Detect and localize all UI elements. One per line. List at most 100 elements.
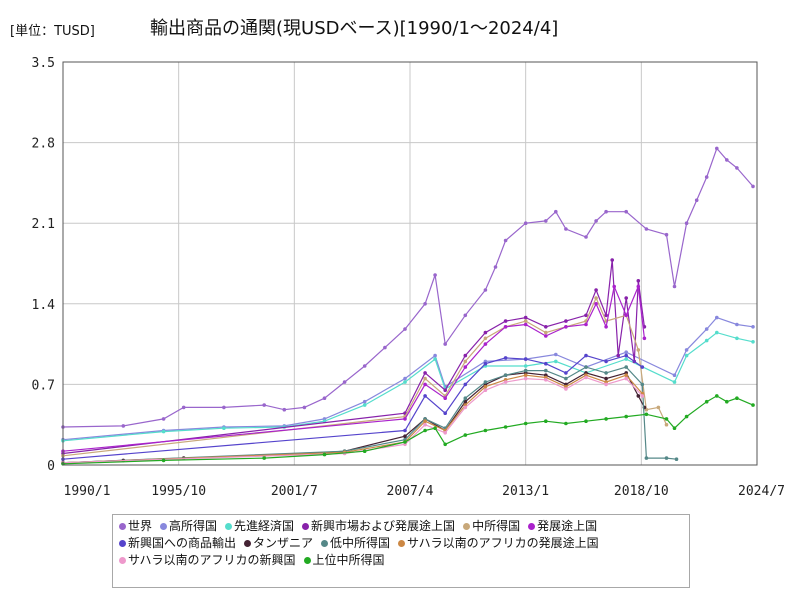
legend-item: サハラ以南のアフリカの新興国	[119, 552, 296, 569]
data-point	[684, 348, 689, 352]
data-point	[604, 376, 608, 381]
data-point	[443, 442, 448, 447]
data-point	[483, 330, 488, 335]
y-tick-label: 2.8	[32, 137, 55, 152]
data-point	[423, 371, 427, 375]
data-point	[715, 330, 719, 335]
data-point	[594, 296, 598, 300]
grid-lines	[63, 62, 757, 465]
legend-label: 中所得国	[472, 519, 521, 533]
series-line	[62, 354, 643, 460]
data-point	[594, 219, 598, 223]
data-point	[403, 434, 407, 439]
data-point	[503, 325, 508, 329]
legend-label: 世界	[128, 519, 153, 533]
legend-item: 新興市場および発展途上国	[302, 518, 455, 535]
data-point	[604, 209, 608, 214]
legend-label: 低中所得国	[330, 536, 391, 550]
x-tick-label: 2013/1	[502, 484, 549, 499]
data-point	[503, 238, 508, 243]
data-point	[644, 456, 649, 460]
x-tick-label: 2018/10	[614, 484, 669, 499]
data-point	[664, 456, 669, 460]
data-point	[584, 353, 588, 358]
x-tick-label: 2001/7	[271, 484, 318, 499]
data-point	[443, 388, 448, 393]
y-tick-label: 0	[47, 459, 55, 474]
data-point	[751, 325, 755, 329]
data-point	[161, 429, 166, 434]
data-point	[674, 457, 679, 462]
data-point	[610, 258, 614, 262]
data-point	[523, 221, 528, 225]
data-point	[433, 273, 437, 277]
data-point	[544, 330, 548, 335]
data-point	[751, 184, 755, 189]
data-point	[523, 322, 528, 327]
data-point	[624, 353, 628, 358]
data-point	[715, 394, 719, 398]
data-point	[383, 345, 387, 350]
legend-marker	[463, 523, 471, 530]
data-point	[222, 426, 226, 431]
data-point	[523, 376, 528, 381]
data-point	[463, 359, 468, 364]
legend-label: タンザニア	[253, 536, 314, 550]
data-point	[554, 209, 558, 214]
legend: 世界 高所得国 先進経済国 新興市場および発展途上国 中所得国 発展途上国 新興国への商品輸…	[112, 514, 690, 588]
data-point	[463, 313, 468, 318]
data-point	[523, 315, 528, 320]
data-point	[403, 380, 407, 384]
data-point	[423, 422, 427, 427]
data-point	[403, 417, 407, 421]
legend-label: 新興国への商品輸出	[128, 536, 237, 550]
data-point	[584, 235, 588, 239]
data-point	[624, 365, 628, 369]
data-point	[423, 382, 427, 387]
legend-label: サハラ以南のアフリカの新興国	[128, 553, 296, 567]
data-point	[664, 417, 669, 421]
plot-frame	[62, 61, 758, 466]
data-point	[564, 421, 568, 426]
data-point	[403, 376, 407, 381]
data-point	[612, 284, 616, 289]
data-point	[161, 417, 166, 421]
x-tick-label: 2007/4	[387, 484, 434, 499]
series-1	[61, 315, 755, 442]
series-6	[61, 353, 645, 462]
data-point	[483, 428, 488, 433]
data-point	[222, 405, 226, 410]
data-point	[503, 425, 508, 429]
data-point	[704, 175, 709, 179]
legend-marker	[302, 523, 310, 530]
data-point	[664, 232, 669, 237]
data-point	[624, 209, 628, 214]
data-point	[636, 348, 641, 352]
data-point	[463, 433, 468, 437]
legend-marker	[398, 540, 406, 547]
data-point	[715, 146, 719, 151]
data-point	[403, 327, 407, 331]
legend-item: 発展途上国	[528, 518, 597, 535]
data-point	[463, 405, 468, 410]
data-point	[523, 364, 528, 368]
data-point	[523, 357, 528, 361]
data-point	[624, 350, 628, 355]
data-point	[640, 382, 645, 387]
data-point	[604, 382, 608, 387]
data-point	[403, 440, 407, 444]
data-point	[672, 373, 677, 378]
series-0	[61, 146, 755, 429]
y-axis-ticks: 0 0.7 1.4 2.1 2.8 3.5	[32, 56, 56, 474]
data-point	[616, 353, 620, 358]
data-point	[715, 315, 719, 320]
data-point	[544, 378, 548, 382]
data-point	[362, 403, 367, 407]
data-point	[584, 313, 588, 318]
data-point	[433, 353, 437, 358]
data-point	[403, 428, 407, 433]
data-point	[636, 279, 641, 283]
x-tick-label: 2024/7	[738, 484, 785, 499]
series-line	[62, 316, 754, 441]
data-point	[282, 407, 287, 412]
